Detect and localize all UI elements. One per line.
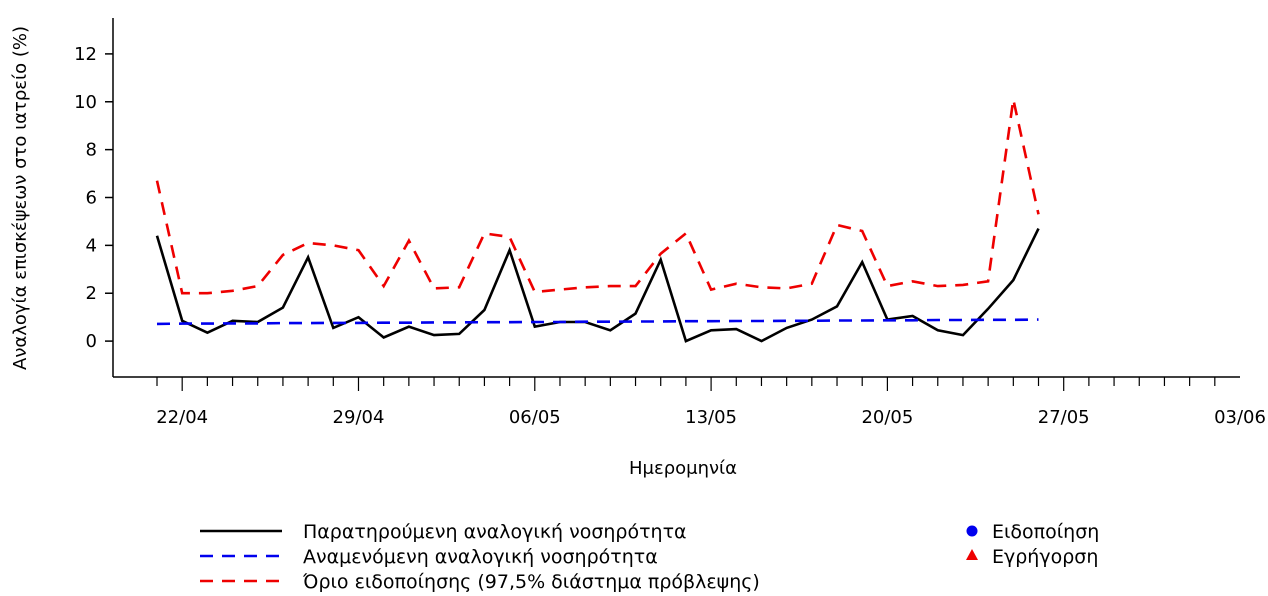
x-tick-label-20-05: 20/05 [861,407,913,428]
y-tick-label-0: 0 [86,331,97,352]
legend-label-notification: Ειδοποίηση [992,521,1099,543]
x-tick-label-27-05: 27/05 [1038,407,1090,428]
y-tick-label-2: 2 [86,283,97,304]
y-ticks: 0 2 4 6 8 10 12 [74,44,113,352]
x-ticks: 22/04 29/04 06/05 13/05 20/05 27/05 03/06 [156,377,1266,428]
legend-label-expected: Αναμενόμενη αναλογική νοσηρότητα [303,546,658,568]
x-tick-label-06-05: 06/05 [509,407,561,428]
series-group [155,99,1040,343]
legend-label-observed: Παρατηρούμενη αναλογική νοσηρότητα [303,521,687,543]
y-axis-label: Αναλογία επισκέψεων στο ιατρείο (%) [10,26,31,370]
x-tick-label-13-05: 13/05 [685,407,737,428]
axes: 0 2 4 6 8 10 12 22/04 29/04 06/05 13/05 20/05 27/05… [74,18,1266,428]
x-tick-label-22-04: 22/04 [156,407,208,428]
y-tick-label-10: 10 [74,92,97,113]
x-tick-label-29-04: 29/04 [333,407,385,428]
series-line-observed [155,228,1040,343]
series-line-expected [156,318,1039,326]
y-tick-label-12: 12 [74,44,97,65]
x-tick-label-03-06: 03/06 [1214,407,1266,428]
legend-marker-circle [966,525,978,537]
y-tick-label-4: 4 [86,235,97,256]
x-axis-label: Ημερομηνία [629,458,737,479]
legend-marker-triangle [966,549,978,560]
legend-label-threshold: Όριο ειδοποίησης (97,5% διάστημα πρόβλεψ… [302,571,760,593]
y-tick-label-8: 8 [86,140,97,161]
legend-label-alert: Εγρήγορση [992,546,1098,568]
series-line-threshold [155,99,1040,295]
y-tick-label-6: 6 [86,188,97,209]
legend: Παρατηρούμενη αναλογική νοσηρότητα Αναμε… [200,521,1099,593]
